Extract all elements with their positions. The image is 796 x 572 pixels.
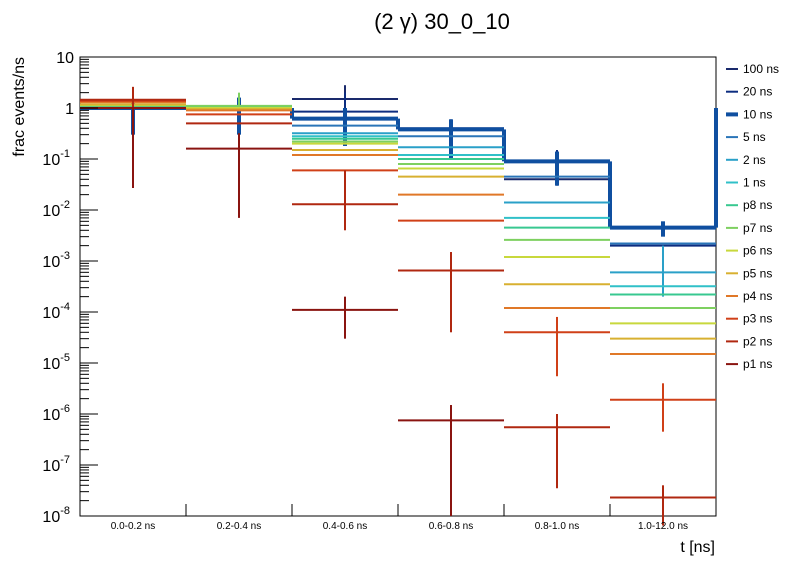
legend-item: 100 ns [726,62,779,76]
y-tick-label: 10-2 [42,199,70,220]
y-tick-label: 10-5 [42,352,70,373]
legend-label: 10 ns [743,107,772,121]
legend-item: p1 ns [726,357,772,371]
x-tick-label: 0.6-0.8 ns [429,521,473,532]
legend-item: 10 ns [726,107,772,121]
x-tick-label: 1.0-12.0 ns [638,521,688,532]
legend: 100 ns 20 ns 10 ns 5 ns 2 ns 1 ns p8 ns p7 ns p6… [726,62,779,371]
legend-item: p4 ns [726,289,772,303]
x-axis-label: t [ns] [680,539,715,556]
y-tick-label: 10-4 [42,301,70,322]
y-tick-label: 10-8 [42,505,70,526]
series-p6-ns [80,103,716,325]
legend-item: p5 ns [726,266,772,280]
y-tick-label: 10-6 [42,403,70,424]
legend-label: 100 ns [743,62,779,76]
legend-label: p7 ns [743,221,772,235]
legend-label: 20 ns [743,85,772,99]
y-axis: 10-8 10-7 10-6 10-5 10-4 10-3 10-2 10-1 1 10 [42,50,98,526]
x-axis: 0.0-0.2 ns 0.2-0.4 ns 0.4-0.6 ns 0.6-0.8 ns… [111,504,688,532]
legend-label: p8 ns [743,198,772,212]
legend-item: p6 ns [726,244,772,258]
legend-label: p5 ns [743,266,772,280]
y-tick-label: 1 [65,101,74,118]
x-tick-label: 0.4-0.6 ns [323,521,367,532]
legend-item: 20 ns [726,85,772,99]
plot-area [80,85,718,526]
legend-label: p6 ns [743,244,772,258]
y-axis-label: frac events/ns [11,57,28,157]
legend-label: p1 ns [743,357,772,371]
legend-item: p8 ns [726,198,772,212]
chart-title: (2 γ) 30_0_10 [374,9,510,34]
legend-label: p3 ns [743,312,772,326]
legend-item: p3 ns [726,312,772,326]
legend-label: p4 ns [743,289,772,303]
x-tick-label: 0.0-0.2 ns [111,521,155,532]
series-p1-ns [80,107,504,516]
legend-item: p2 ns [726,334,772,348]
legend-label: p2 ns [743,334,772,348]
y-tick-label: 10-7 [42,454,70,475]
legend-item: 5 ns [726,130,766,144]
y-tick-label: 10-1 [42,148,70,169]
x-tick-label: 0.2-0.4 ns [217,521,261,532]
legend-item: 1 ns [726,176,766,190]
series-10-ns [80,97,716,237]
legend-item: 2 ns [726,153,766,167]
legend-label: 2 ns [743,153,766,167]
legend-label: 5 ns [743,130,766,144]
legend-label: 1 ns [743,176,766,190]
y-tick-label: 10 [56,50,74,67]
legend-item: p7 ns [726,221,772,235]
series-p2-ns [80,86,716,526]
x-tick-label: 0.8-1.0 ns [535,521,579,532]
y-tick-label: 10-3 [42,250,70,271]
